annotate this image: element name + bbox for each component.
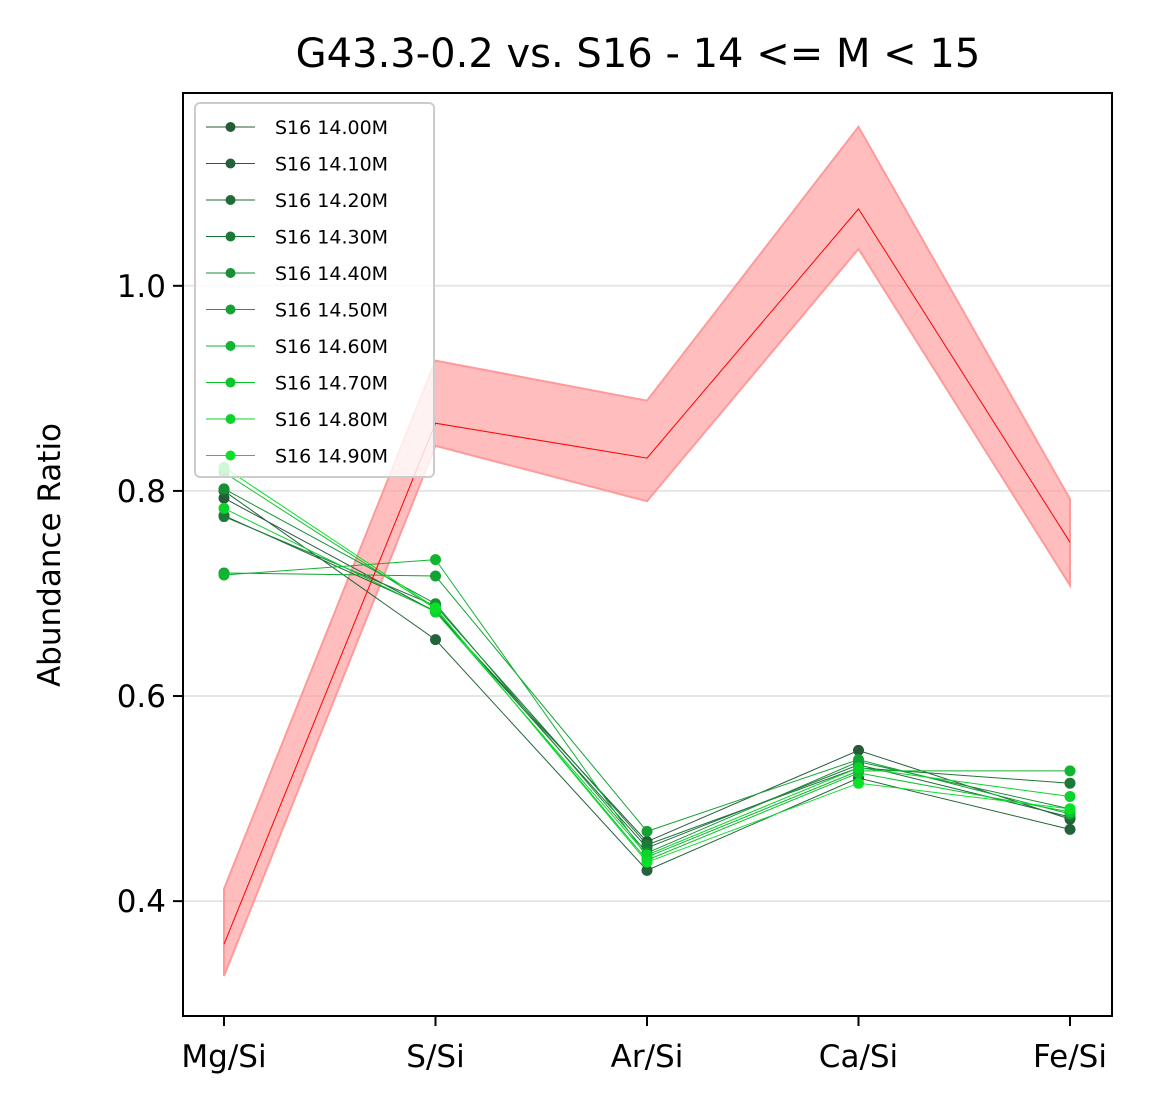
series-point <box>853 744 864 756</box>
y-axis: 0.4 0.6 0.8 1.0 <box>117 269 183 920</box>
series-point <box>1064 765 1076 777</box>
legend-label: S16 14.90M <box>275 446 388 468</box>
legend-box <box>194 102 435 478</box>
x-tick-label: Ar/Si <box>611 1039 684 1075</box>
y-tick-label: 1.0 <box>117 269 166 305</box>
legend-marker <box>225 414 236 424</box>
series-point <box>1064 777 1076 789</box>
legend-label: S16 14.00M <box>275 117 388 139</box>
series-point <box>853 777 864 789</box>
series-point <box>430 554 441 566</box>
legend-marker <box>225 450 236 461</box>
legend-label: S16 14.50M <box>275 300 388 322</box>
legend-marker <box>225 268 236 278</box>
legend-label: S16 14.30M <box>275 227 388 249</box>
legend-marker <box>225 195 236 205</box>
legend: S16 14.00M S16 14.10M S16 14.20M S16 14.30M… <box>194 102 435 478</box>
x-tick-label: S/Si <box>406 1039 464 1075</box>
legend-label: S16 14.70M <box>275 373 388 395</box>
observed-error-band-group <box>223 125 1071 977</box>
series-point <box>853 762 864 774</box>
series-point <box>430 570 441 582</box>
series-point <box>218 569 230 581</box>
y-tick-label: 0.8 <box>117 474 166 510</box>
x-tick-label: Ca/Si <box>819 1039 898 1075</box>
series-line <box>223 466 1071 863</box>
series-point <box>1064 791 1076 803</box>
model-series-group <box>218 461 1076 876</box>
series-8 <box>218 502 1076 861</box>
legend-label: S16 14.10M <box>275 154 388 176</box>
series-2 <box>218 510 1076 854</box>
series-1 <box>218 485 1076 876</box>
legend-marker <box>225 304 236 315</box>
observed-error-band <box>223 125 1071 977</box>
y-tick-label: 0.6 <box>117 679 166 715</box>
series-point <box>218 511 230 523</box>
legend-marker <box>225 231 236 242</box>
series-point <box>218 483 230 495</box>
x-tick-label: Mg/Si <box>181 1039 266 1075</box>
series-4 <box>218 483 1076 859</box>
series-point <box>430 602 441 614</box>
series-line <box>223 490 1071 871</box>
chart-title: G43.3-0.2 vs. S16 - 14 <= M < 15 <box>296 31 981 77</box>
series-point <box>430 634 441 646</box>
series-point <box>641 864 653 876</box>
series-point <box>641 839 653 851</box>
series-point <box>218 502 230 514</box>
legend-label: S16 14.40M <box>275 263 388 285</box>
series-point <box>1064 823 1076 835</box>
legend-marker <box>225 341 236 351</box>
series-point <box>853 754 864 766</box>
series-point <box>1064 803 1076 815</box>
legend-label: S16 14.60M <box>275 336 388 358</box>
series-line <box>223 472 1071 861</box>
observed-line <box>223 208 1071 945</box>
series-point <box>641 825 653 837</box>
legend-marker <box>225 122 236 132</box>
y-axis-label: Abundance Ratio <box>32 423 68 687</box>
legend-label: S16 14.20M <box>275 190 388 212</box>
y-tick-label: 0.4 <box>117 884 166 920</box>
series-line <box>223 497 1071 843</box>
series-line <box>223 507 1071 856</box>
legend-marker <box>225 377 236 388</box>
legend-label: S16 14.80M <box>275 409 388 431</box>
x-tick-label: Fe/Si <box>1033 1039 1107 1075</box>
x-axis: Mg/Si S/Si Ar/Si Ca/Si Fe/Si <box>181 1016 1107 1075</box>
series-point <box>641 856 653 868</box>
observed-series-group <box>223 208 1071 945</box>
legend-marker <box>225 158 236 169</box>
